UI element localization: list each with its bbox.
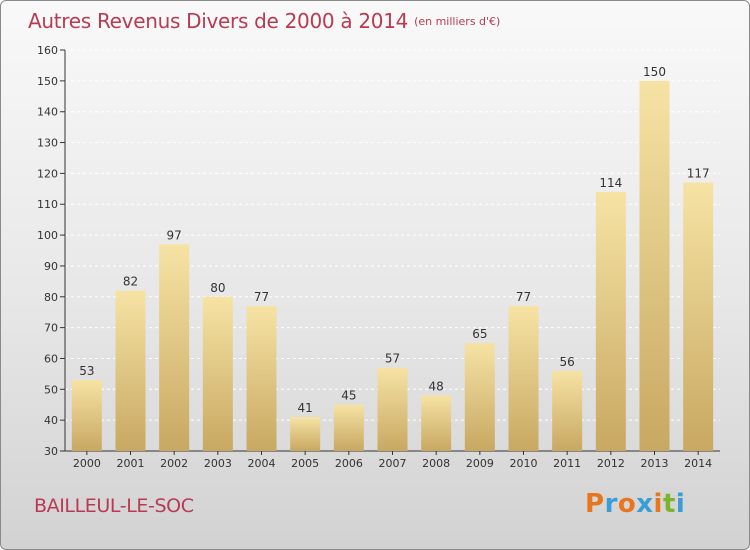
bar-2002	[159, 244, 190, 451]
x-tick-label-2003: 2003	[204, 457, 232, 470]
bar-2003	[202, 296, 233, 451]
x-tick-label-2008: 2008	[422, 457, 450, 470]
x-tick-label-2011: 2011	[553, 457, 581, 470]
data-label-2000: 53	[79, 364, 94, 378]
bar-2012	[595, 191, 626, 451]
logo-letter: x	[636, 489, 654, 519]
x-tick-label-2006: 2006	[335, 457, 363, 470]
y-tick-label: 50	[44, 383, 58, 396]
chart-unit: (en milliers d'€)	[414, 15, 501, 28]
data-label-2004: 77	[254, 290, 269, 304]
y-tick-label: 160	[37, 44, 58, 57]
data-label-2003: 80	[210, 281, 225, 295]
logo-letter: r	[604, 489, 618, 519]
y-tick-label: 90	[44, 260, 58, 273]
data-label-2014: 117	[687, 167, 710, 181]
x-tick-label-2014: 2014	[684, 457, 712, 470]
data-label-2005: 41	[298, 401, 313, 415]
y-tick-label: 150	[37, 75, 58, 88]
y-tick-label: 120	[37, 167, 58, 180]
x-tick-label-2000: 2000	[73, 457, 101, 470]
bar-2011	[552, 370, 583, 451]
y-tick-label: 60	[44, 352, 58, 365]
y-tick-label: 70	[44, 322, 58, 335]
data-label-2008: 48	[429, 379, 444, 393]
data-label-2010: 77	[516, 290, 531, 304]
x-tick-label-2009: 2009	[466, 457, 494, 470]
data-label-2002: 97	[167, 228, 182, 242]
bar-2013	[639, 80, 670, 451]
y-tick-label: 40	[44, 414, 58, 427]
bar-2001	[115, 290, 146, 451]
y-tick-label: 110	[37, 198, 58, 211]
data-label-2013: 150	[643, 65, 666, 79]
logo-letter: t	[662, 489, 676, 519]
bar-2007	[377, 367, 408, 451]
city-name: BAILLEUL-LE-SOC	[34, 495, 194, 517]
bar-2006	[333, 404, 364, 451]
x-tick-label-2013: 2013	[641, 457, 669, 470]
data-label-2011: 56	[560, 355, 575, 369]
y-tick-label: 80	[44, 291, 58, 304]
x-tick-label-2005: 2005	[291, 457, 319, 470]
x-tick-label-2002: 2002	[160, 457, 188, 470]
bar-2000	[71, 380, 102, 451]
x-tick-label-2007: 2007	[379, 457, 407, 470]
logo-letter: i	[675, 489, 686, 519]
y-tick-label: 100	[37, 229, 58, 242]
chart-title-text: Autres Revenus Divers de 2000 à 2014	[28, 9, 409, 33]
bar-2009	[464, 343, 495, 451]
x-tick-label-2012: 2012	[597, 457, 625, 470]
logo-letter: i	[653, 489, 663, 519]
y-tick-label: 140	[37, 106, 58, 119]
x-tick-label-2004: 2004	[248, 457, 276, 470]
bar-2005	[290, 417, 321, 451]
bar-2010	[508, 306, 539, 451]
data-label-2007: 57	[385, 352, 400, 366]
logo-letter: o	[617, 489, 637, 519]
bar-2008	[421, 395, 452, 451]
logo-letter: P	[585, 489, 605, 519]
data-label-2006: 45	[341, 389, 356, 403]
proxiti-logo: Proxiti	[585, 489, 685, 519]
x-tick-label-2001: 2001	[117, 457, 145, 470]
data-label-2009: 65	[472, 327, 487, 341]
bar-2004	[246, 306, 277, 451]
chart-title: Autres Revenus Divers de 2000 à 2014 (en …	[28, 9, 500, 33]
y-tick-label: 130	[37, 137, 58, 150]
x-tick-label-2010: 2010	[510, 457, 538, 470]
data-label-2012: 114	[599, 176, 622, 190]
y-tick-label: 30	[44, 445, 58, 458]
data-label-2001: 82	[123, 275, 138, 289]
bar-2014	[683, 182, 714, 451]
